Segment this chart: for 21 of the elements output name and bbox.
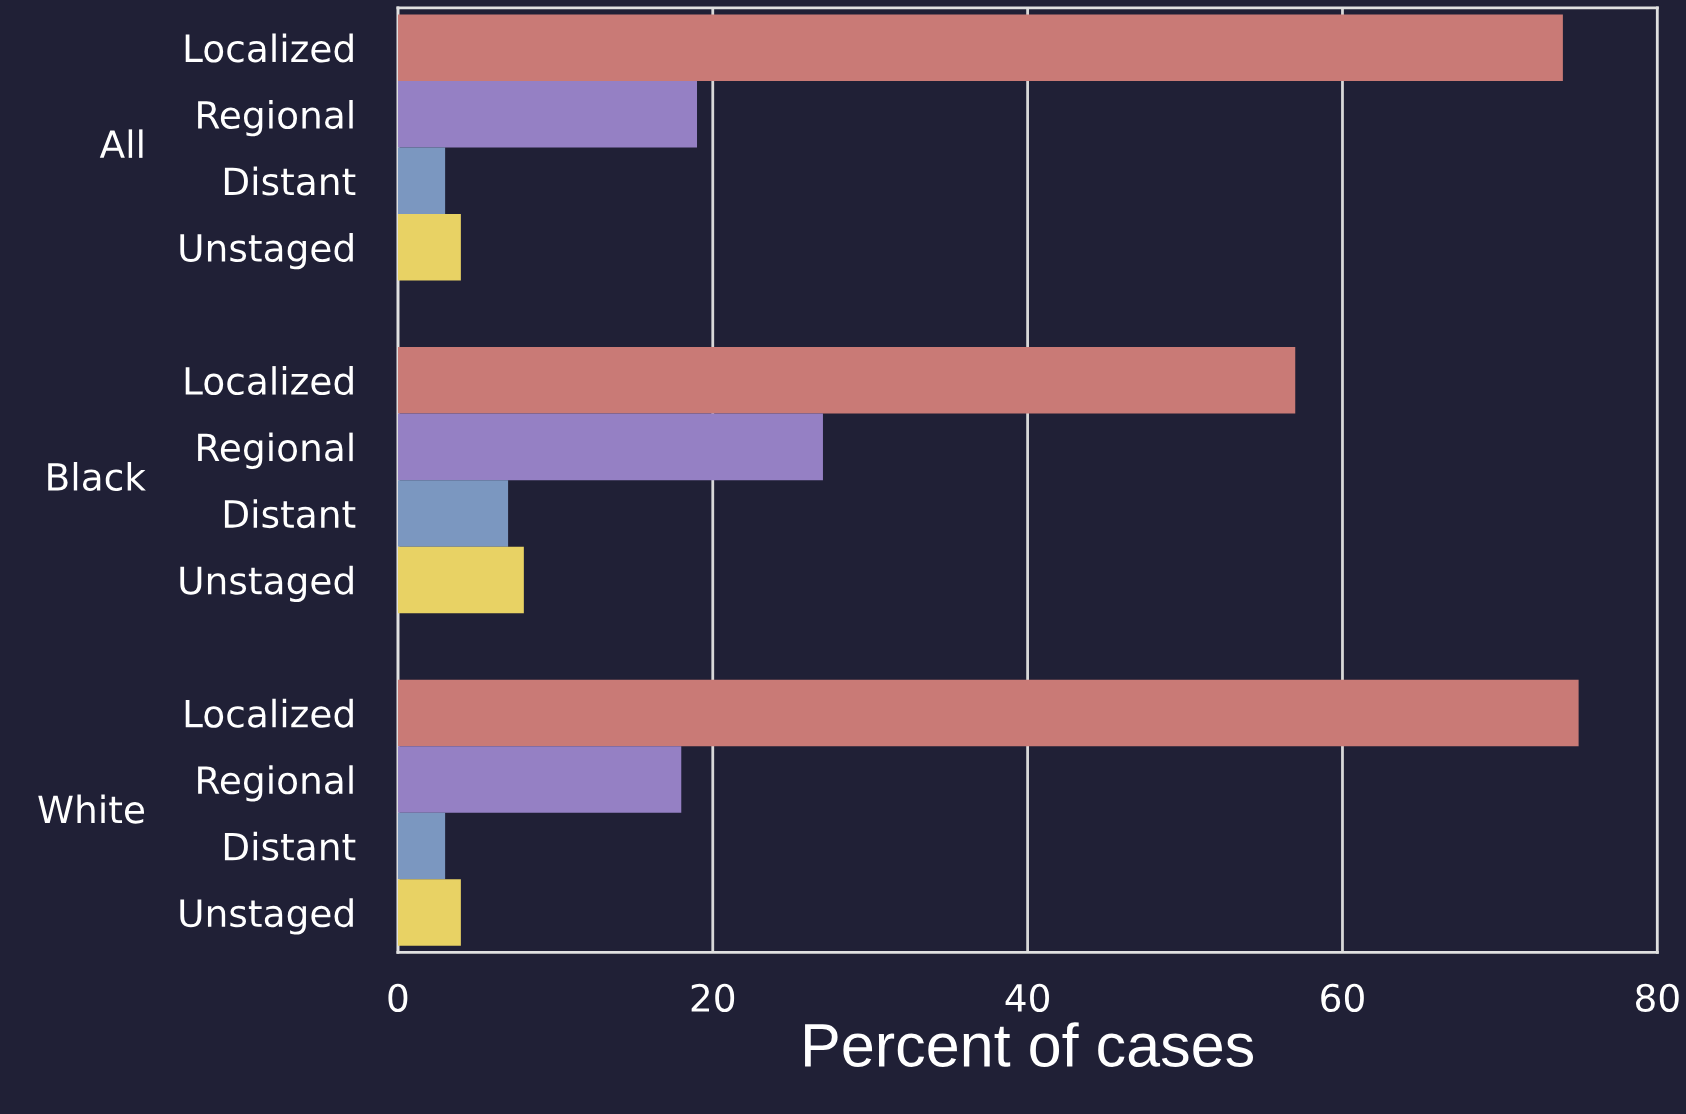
y-tick-label: Unstaged <box>180 233 353 270</box>
y-tick-label: Distant <box>224 499 356 529</box>
y-tick-label: Unstaged <box>180 565 353 602</box>
text: Black <box>48 461 146 492</box>
x-axis-title: Percent of cases <box>805 1022 1254 1067</box>
text: All <box>99 129 143 158</box>
x-tick-label: 40 <box>1005 983 1049 1013</box>
y-tick-label: Distant <box>224 166 356 196</box>
y-tick-label: Distant <box>224 831 356 861</box>
x-tick-label: 0 <box>388 983 408 1013</box>
x-tick-label: 60 <box>1321 983 1364 1013</box>
y-tick-label: Unstaged <box>180 898 353 935</box>
x-tick-label: 80 <box>1636 983 1679 1013</box>
y-tick-label: Localized <box>185 33 353 63</box>
text: White <box>38 794 145 824</box>
y-tick-label: Regional <box>198 432 353 469</box>
y-tick-label: Regional <box>198 765 353 802</box>
y-tick-label: Localized <box>185 366 353 396</box>
y-tick-label: Regional <box>198 99 353 137</box>
y-tick-label: Localized <box>185 698 353 728</box>
x-tick-label: 20 <box>691 983 735 1013</box>
